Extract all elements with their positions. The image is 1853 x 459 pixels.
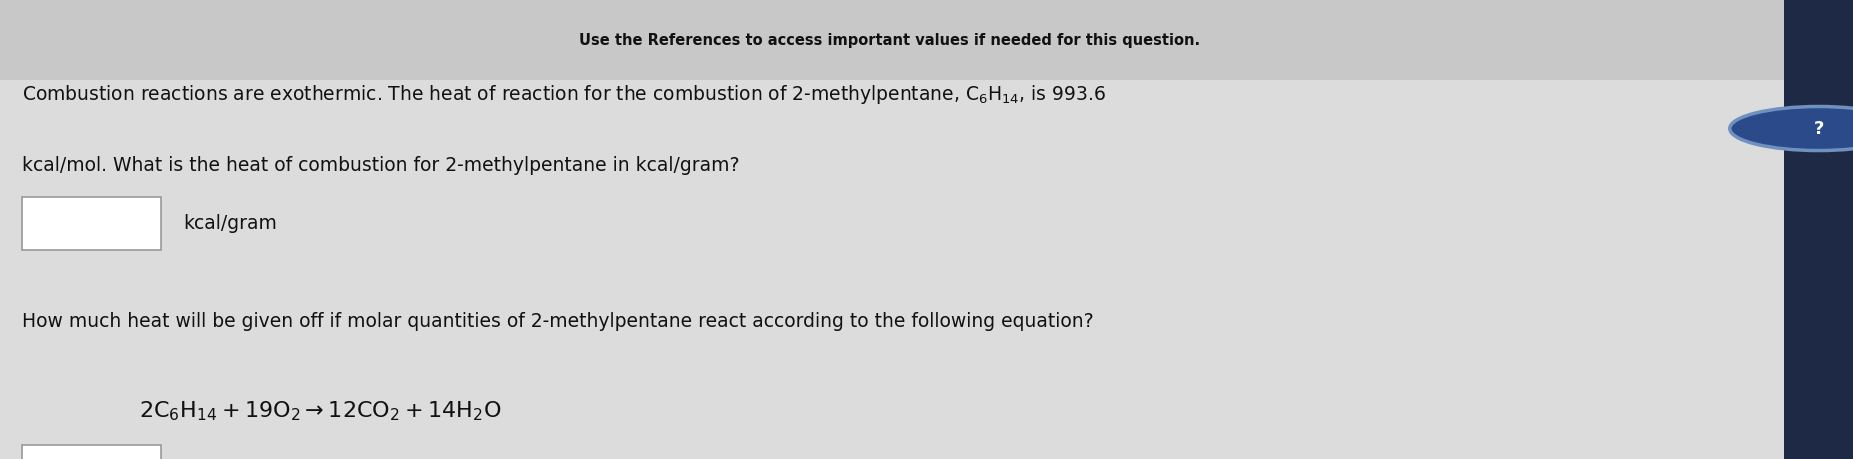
Text: ?: ? (1814, 119, 1823, 138)
Text: Use the References to access important values if needed for this question.: Use the References to access important v… (578, 33, 1201, 48)
Text: Combustion reactions are exothermic. The heat of reaction for the combustion of : Combustion reactions are exothermic. The… (22, 83, 1106, 106)
FancyBboxPatch shape (22, 445, 161, 459)
FancyBboxPatch shape (0, 0, 1784, 80)
Text: kcal/mol. What is the heat of combustion for 2-methylpentane in kcal/gram?: kcal/mol. What is the heat of combustion… (22, 156, 739, 175)
Text: How much heat will be given off if molar quantities of 2-methylpentane react acc: How much heat will be given off if molar… (22, 312, 1093, 331)
FancyBboxPatch shape (22, 197, 161, 250)
Text: kcal/gram: kcal/gram (183, 214, 278, 233)
Text: $\mathregular{2C_6H_{14} + 19O_2 \rightarrow 12CO_2 + 14H_2O}$: $\mathregular{2C_6H_{14} + 19O_2 \righta… (139, 399, 502, 423)
Circle shape (1731, 106, 1853, 151)
FancyBboxPatch shape (1784, 0, 1853, 459)
